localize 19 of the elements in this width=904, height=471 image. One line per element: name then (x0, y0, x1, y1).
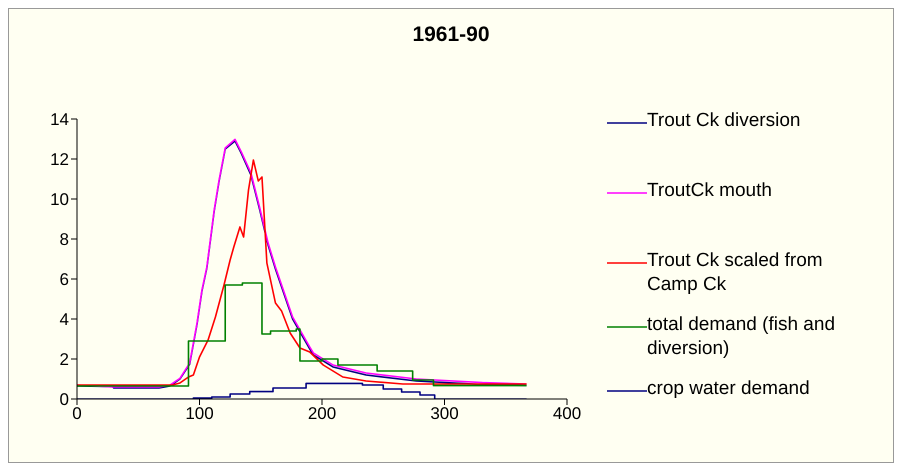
legend-label: Trout Ck scaled from Camp Ck (647, 249, 824, 297)
x-tick-label: 0 (72, 404, 82, 424)
chart-title: 1961-90 (411, 23, 491, 47)
y-tick-label: 8 (60, 230, 69, 250)
y-tick-label: 6 (60, 270, 69, 290)
legend-label: TroutCk mouth (647, 179, 772, 203)
y-tick-label: 2 (60, 350, 69, 370)
y-tick-label: 14 (50, 110, 69, 130)
y-tick-label: 4 (60, 310, 69, 330)
legend-label: Trout Ck diversion (647, 109, 800, 133)
x-tick-label: 200 (308, 404, 336, 424)
x-tick-label: 300 (430, 404, 459, 424)
y-tick-label: 0 (60, 390, 69, 410)
legend-label: total demand (fish and diversion) (647, 313, 836, 361)
x-tick-label: 100 (185, 404, 214, 424)
y-tick-label: 10 (50, 190, 69, 210)
legend-label: crop water demand (647, 377, 810, 401)
y-tick-label: 12 (50, 150, 69, 170)
x-tick-label: 400 (552, 404, 582, 424)
